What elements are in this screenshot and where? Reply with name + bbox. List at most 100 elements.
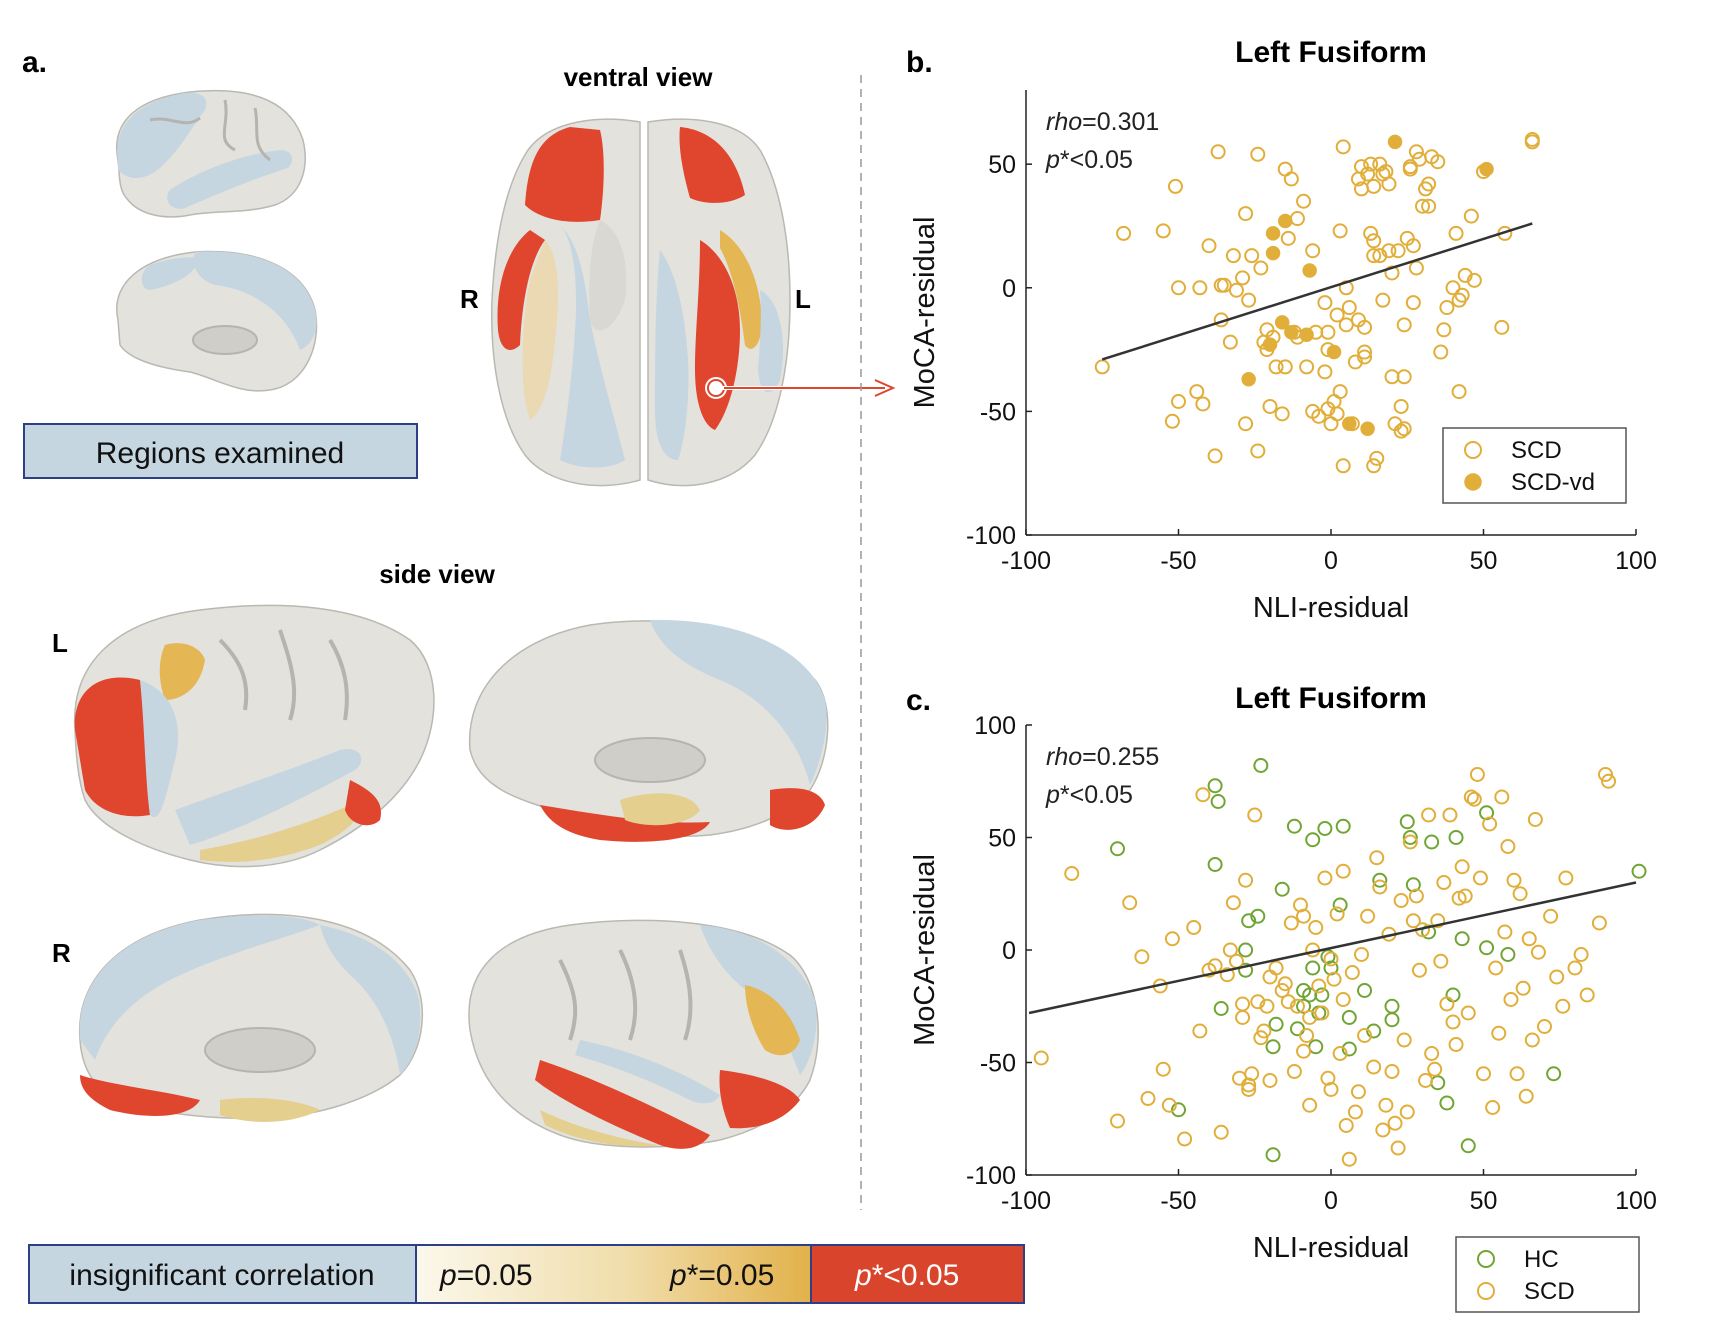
- data-point-scd: [1375, 292, 1391, 308]
- data-point-scd: [1457, 888, 1473, 904]
- data-point-scd: [1537, 1019, 1552, 1034]
- data-point-scd: [1366, 458, 1382, 474]
- small-lateral-brain-image: [116, 89, 306, 218]
- y-tick-label: -50: [980, 1050, 1016, 1078]
- data-point-scd: [1579, 987, 1595, 1003]
- data-point-scd: [1463, 789, 1479, 805]
- data-point-scd-vd: [1342, 416, 1357, 431]
- data-point-scd: [1335, 139, 1351, 155]
- data-point-scd: [1384, 369, 1400, 385]
- data-point-scd: [1171, 280, 1186, 296]
- data-point-hc: [1308, 1039, 1324, 1055]
- legend-label-scd: SCD: [1524, 1278, 1575, 1305]
- data-point-hc: [1265, 1147, 1281, 1163]
- data-point-scd: [1488, 960, 1504, 976]
- data-point-scd: [1448, 225, 1464, 241]
- data-point-hc: [1335, 818, 1351, 834]
- data-point-scd: [1436, 875, 1452, 890]
- data-point-scd: [1360, 908, 1376, 924]
- data-point-hc: [1546, 1066, 1562, 1082]
- data-point-scd: [1317, 870, 1333, 886]
- data-point-scd: [1524, 131, 1540, 147]
- data-point-scd: [1421, 176, 1437, 192]
- data-point-scd: [1329, 906, 1345, 922]
- data-point-scd: [1396, 317, 1412, 333]
- data-point-scd-vd: [1265, 245, 1281, 261]
- x-axis-label: NLI-residual: [1253, 1232, 1409, 1264]
- data-point-scd: [1396, 369, 1412, 385]
- data-point-hc: [1430, 1075, 1446, 1091]
- data-point-scd: [1244, 248, 1260, 264]
- data-point-scd: [1402, 159, 1418, 175]
- left-lateral-brain-image: [73, 604, 435, 868]
- data-point-scd: [1381, 176, 1397, 192]
- y-tick-label: 0: [1002, 275, 1016, 303]
- data-point-scd: [1268, 960, 1284, 976]
- data-point-scd: [1555, 998, 1571, 1014]
- left-medial-brain-image: [468, 619, 829, 842]
- colorbar-gradient-segment: [416, 1245, 811, 1303]
- data-point-scd: [1222, 942, 1238, 958]
- data-point-scd: [1482, 816, 1498, 832]
- regression-line: [1028, 881, 1637, 1015]
- data-point-scd: [1317, 295, 1333, 311]
- data-point-scd: [1299, 359, 1315, 375]
- data-point-scd: [1408, 260, 1424, 276]
- data-point-scd: [1384, 1064, 1400, 1079]
- legend-label-scd-vd: SCD-vd: [1511, 469, 1595, 496]
- data-point-scd: [1274, 406, 1290, 422]
- data-point-scd: [1366, 178, 1382, 194]
- scatter-chart-b: Left Fusiform -100 -50 0 50 100 -100 -50 0 50 NLI-…: [909, 36, 1657, 624]
- data-point-scd: [1235, 270, 1251, 286]
- data-point-scd: [1433, 953, 1449, 969]
- data-point-scd: [1338, 317, 1354, 333]
- data-point-hc: [1454, 931, 1470, 947]
- data-point-scd: [1286, 1064, 1302, 1079]
- y-tick-label: 100: [974, 712, 1016, 740]
- data-point-scd: [1521, 931, 1537, 947]
- data-point-scd: [1476, 1066, 1491, 1082]
- colorbar-p-italic: p: [439, 1259, 457, 1292]
- data-point-scd: [1424, 1046, 1440, 1061]
- data-point-scd: [1289, 998, 1305, 1014]
- data-point-scd: [1171, 394, 1186, 409]
- data-point-hc: [1479, 940, 1495, 956]
- data-point-scd: [1494, 319, 1510, 335]
- data-point-scd: [1405, 295, 1421, 311]
- x-tick-label: -100: [1001, 1187, 1051, 1215]
- data-point-scd: [1274, 983, 1290, 998]
- colorbar-insignificant-label: insignificant correlation: [69, 1259, 374, 1292]
- data-point-scd: [1262, 398, 1278, 414]
- data-point-scd: [1439, 300, 1455, 316]
- y-tick-label: -100: [966, 522, 1016, 550]
- data-point-scd: [1408, 888, 1424, 904]
- stat-p-value: *<0.05: [1060, 146, 1133, 174]
- data-point-scd: [1558, 870, 1574, 886]
- stat-rho: rho=0.255: [1046, 743, 1159, 771]
- data-point-hc: [1399, 814, 1415, 830]
- colorbar-pstar-italic: p: [669, 1259, 687, 1292]
- data-point-scd: [1549, 969, 1565, 985]
- data-point-scd: [1335, 992, 1351, 1007]
- small-medial-brain-image: [116, 250, 318, 392]
- data-point-scd: [1369, 850, 1385, 866]
- data-point-scd: [1469, 767, 1485, 782]
- data-point-scd: [1363, 225, 1379, 241]
- data-point-scd: [1485, 1100, 1501, 1115]
- data-point-scd: [1235, 996, 1251, 1012]
- data-point-scd: [1134, 949, 1150, 965]
- data-point-scd: [1210, 144, 1226, 160]
- data-point-scd: [1277, 976, 1293, 992]
- data-point-scd: [1350, 1084, 1366, 1100]
- x-tick-label: -100: [1001, 547, 1051, 575]
- data-point-hc: [1296, 998, 1312, 1014]
- data-point-scd: [1110, 1113, 1125, 1129]
- colorbar-p-label: p=0.05: [439, 1259, 533, 1292]
- ventral-view-title: ventral view: [564, 62, 714, 92]
- data-point-scd-vd: [1274, 315, 1290, 330]
- data-point-hc: [1241, 913, 1257, 929]
- x-tick-label: 50: [1470, 1187, 1498, 1215]
- ventral-brain-image: [491, 118, 791, 487]
- data-point-scd: [1033, 1050, 1049, 1066]
- side-view-title: side view: [379, 559, 495, 589]
